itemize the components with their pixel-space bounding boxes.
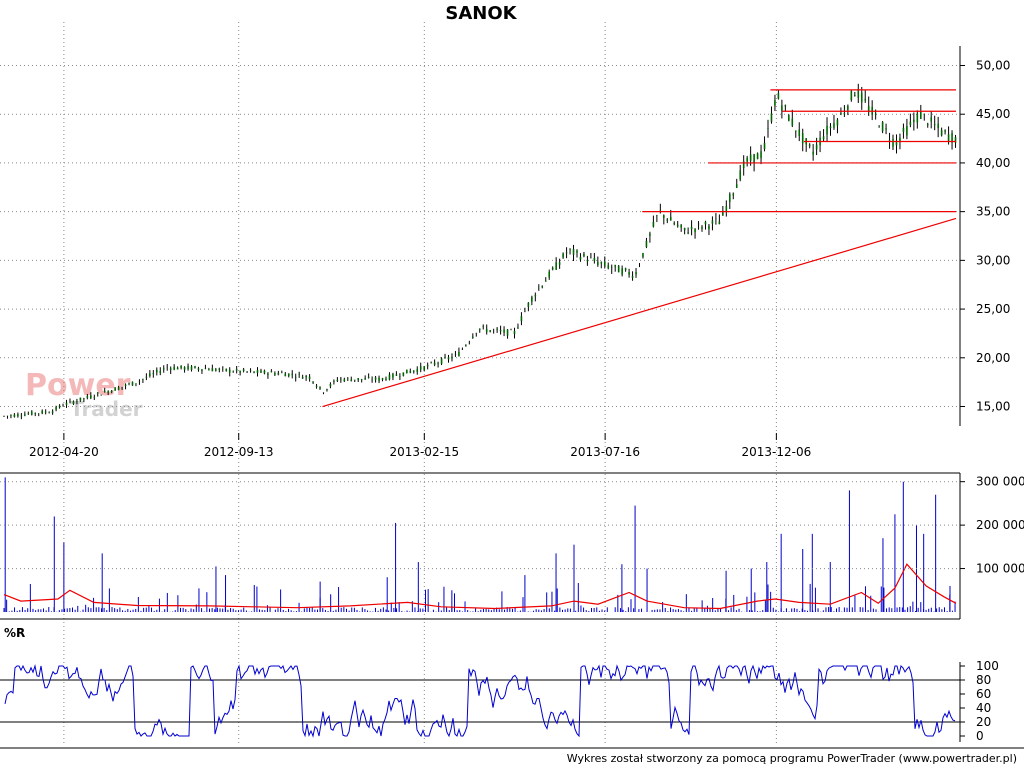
x-tick-label: 2012-04-20: [29, 445, 99, 459]
price-y-tick-label: 20,00: [976, 351, 1010, 365]
price-grid: [0, 22, 960, 743]
volume-panel: 300 000 200 000 100 000: [0, 473, 1024, 619]
watermark-line2: Trader: [70, 397, 143, 421]
volume-y-tick-label: 200 000: [976, 518, 1024, 532]
watermark: Power Trader: [25, 368, 143, 421]
price-y-tick-label: 15,00: [976, 400, 1010, 414]
williams-y-tick-label: 60: [976, 687, 991, 701]
williams-y-tick-label: 80: [976, 673, 991, 687]
williams-y-tick-label: 40: [976, 701, 991, 715]
price-y-tick-label: 35,00: [976, 205, 1010, 219]
price-y-tick-label: 25,00: [976, 302, 1010, 316]
trendline: [322, 217, 957, 408]
volume-series: [3, 477, 956, 612]
price-panel: 50,00 45,00 40,00 35,00 30,00 25,00 20,00 15,00…: [0, 22, 1010, 743]
x-tick-label: 2013-07-16: [570, 445, 640, 459]
price-y-tick-label: 40,00: [976, 156, 1010, 170]
volume-ma-line: [3, 563, 957, 610]
williams-r-series: [4, 664, 956, 738]
price-y-tick-label: 30,00: [976, 253, 1010, 267]
price-y-tick-label: 50,00: [976, 58, 1010, 72]
williams-panel-label: %R: [4, 626, 25, 640]
price-series: [3, 83, 957, 420]
volume-y-tick-label: 300 000: [976, 475, 1024, 489]
volume-y-tick-label: 100 000: [976, 562, 1024, 576]
price-y-tick-label: 45,00: [976, 107, 1010, 121]
volume-y-ticks: 300 000 200 000 100 000: [0, 475, 1024, 576]
volume-moving-average: [3, 563, 957, 610]
williams-r-line: [4, 664, 956, 738]
price-y-ticks: 50,00 45,00 40,00 35,00 30,00 25,00 20,00 15,00: [960, 58, 1010, 414]
x-tick-label: 2012-09-13: [204, 445, 274, 459]
x-tick-label: 2013-02-15: [389, 445, 459, 459]
price-x-ticks: 2012-04-20 2012-09-13 2013-02-15 2013-07-16…: [29, 433, 811, 459]
williams-y-tick-label: 0: [976, 729, 984, 743]
footer-credit: Wykres został stworzony za pomocą progra…: [567, 752, 1017, 765]
williams-y-tick-label: 20: [976, 715, 991, 729]
price-lines: [322, 89, 957, 408]
watermark-line1: Power: [25, 368, 131, 403]
williams-y-tick-label: 100: [976, 659, 999, 673]
chart-title: SANOK: [445, 3, 517, 24]
x-tick-label: 2013-12-06: [742, 445, 812, 459]
